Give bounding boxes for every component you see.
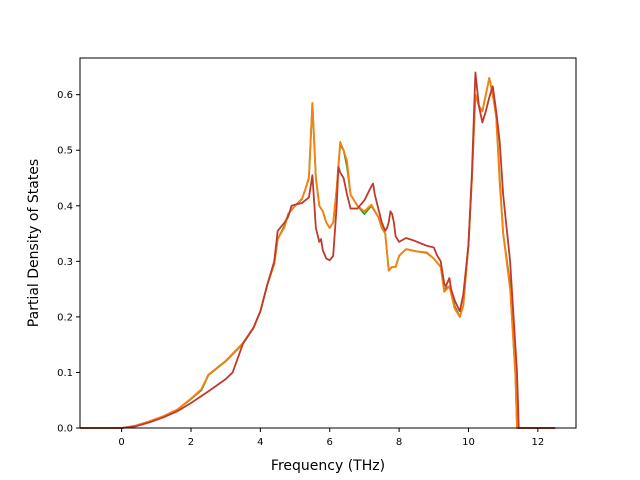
x-tick-label: 8: [396, 437, 402, 448]
y-tick-label: 0.6: [57, 90, 73, 101]
x-tick-label: 12: [531, 437, 544, 448]
y-tick-label: 0.3: [57, 257, 73, 268]
y-tick-label: 0.1: [57, 368, 73, 379]
y-axis-label: Partial Density of States: [26, 159, 42, 327]
x-tick-label: 0: [118, 437, 124, 448]
series-lines: [80, 71, 556, 429]
x-tick-label: 4: [257, 437, 263, 448]
y-tick-label: 0.4: [57, 201, 73, 212]
x-tick-label: 2: [188, 437, 194, 448]
y-tick-label: 0.0: [57, 424, 73, 435]
x-tick-label: 10: [462, 437, 475, 448]
x-tick-label: 6: [327, 437, 333, 448]
x-axis-label: Frequency (THz): [271, 458, 385, 474]
y-axis-ticks: 0.0 0.1 0.2 0.3 0.4 0.5 0.6: [57, 90, 80, 435]
y-tick-label: 0.5: [57, 146, 73, 157]
plot-frame: [79, 57, 577, 429]
series-line-3: [80, 71, 556, 429]
y-tick-label: 0.2: [57, 312, 73, 323]
x-axis-ticks: 0 2 4 6 8 10 12: [118, 428, 544, 448]
